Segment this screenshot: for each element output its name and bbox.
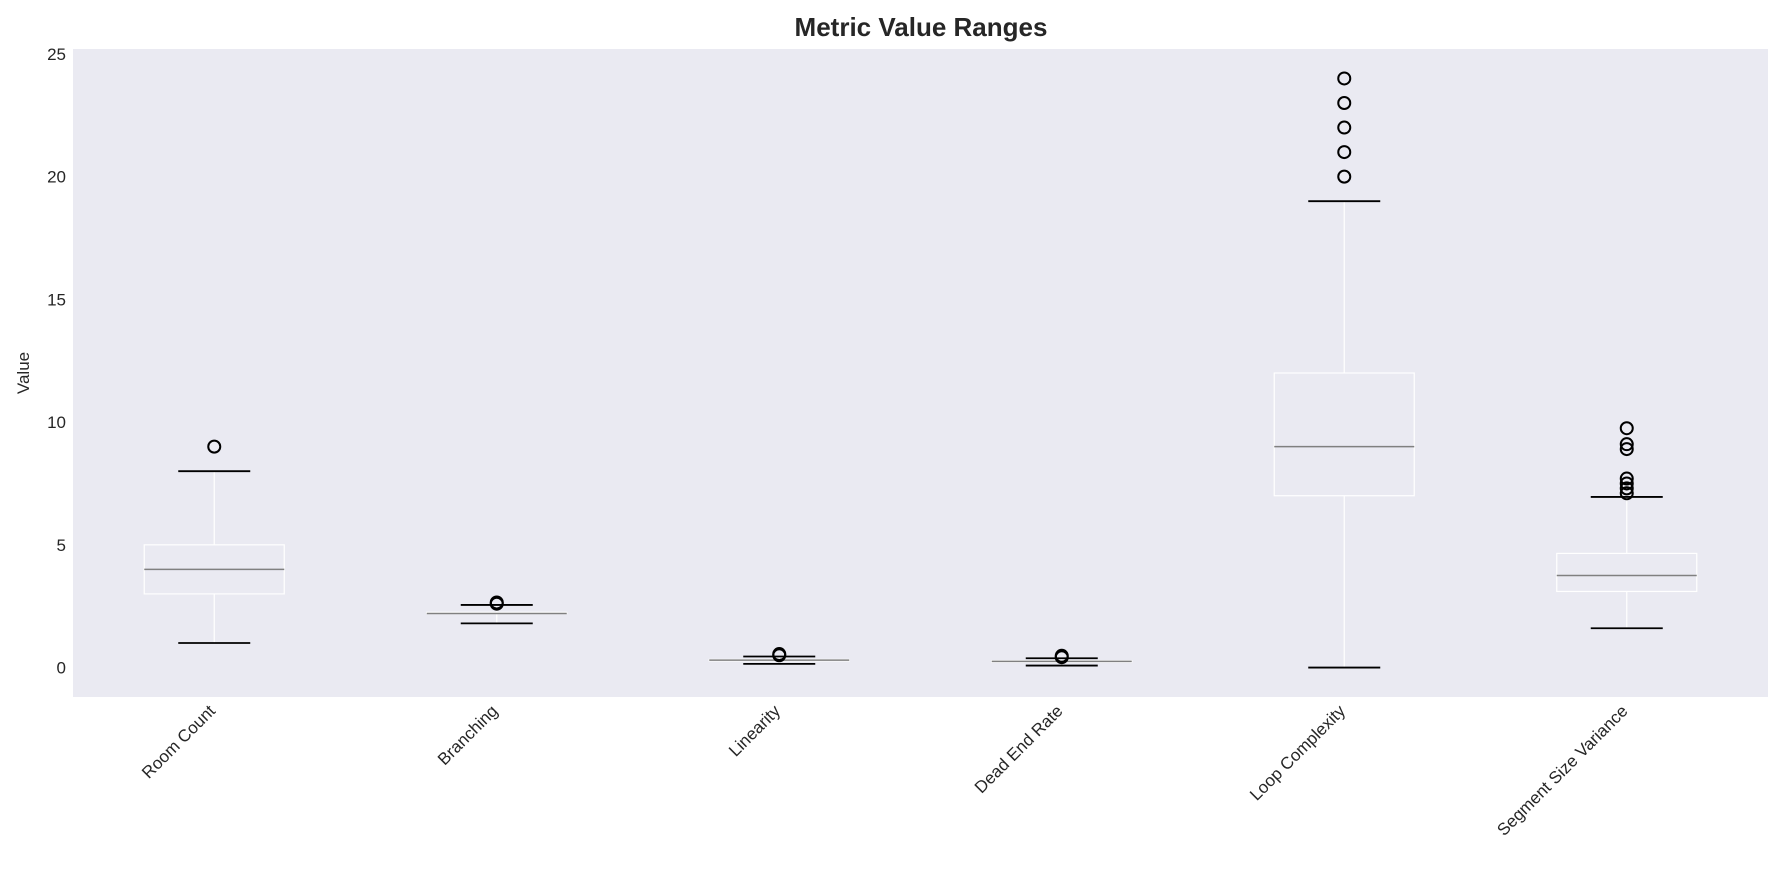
box-segment-size-variance bbox=[1556, 421, 1698, 630]
x-tick-label: Branching bbox=[434, 701, 502, 769]
x-tick-label: Room Count bbox=[138, 701, 219, 782]
box-branching bbox=[426, 595, 568, 625]
x-tick-label: Dead End Rate bbox=[971, 701, 1067, 797]
box-room-count bbox=[143, 439, 285, 644]
outlier-point bbox=[1619, 442, 1634, 457]
box-iqr bbox=[1556, 552, 1698, 593]
plot-area bbox=[73, 49, 1768, 697]
y-axis: 0 5 10 15 20 25 bbox=[47, 45, 66, 678]
outlier-point bbox=[1337, 120, 1352, 135]
boxes-group bbox=[143, 71, 1698, 669]
outlier-point bbox=[1619, 476, 1634, 491]
x-tick-label: Linearity bbox=[725, 701, 784, 760]
y-axis-label: Value bbox=[14, 352, 33, 394]
outlier-point bbox=[1619, 481, 1634, 496]
y-tick-label: 15 bbox=[47, 290, 66, 309]
outlier-point bbox=[1619, 486, 1634, 501]
outlier-point bbox=[1337, 71, 1352, 86]
outlier-point bbox=[1337, 96, 1352, 110]
box-dead-end-rate bbox=[991, 648, 1133, 667]
box-loop-complexity bbox=[1273, 71, 1415, 669]
x-axis: Room Count Branching Linearity Dead End Rat… bbox=[138, 701, 1631, 840]
outlier-point bbox=[1337, 145, 1352, 160]
y-tick-label: 10 bbox=[47, 413, 66, 432]
outlier-point bbox=[1619, 421, 1634, 436]
y-tick-label: 5 bbox=[57, 536, 66, 555]
outlier-point bbox=[772, 647, 787, 662]
x-tick-label: Segment Size Variance bbox=[1493, 701, 1631, 839]
y-tick-label: 25 bbox=[47, 45, 66, 64]
box-iqr bbox=[1273, 372, 1415, 497]
outlier-point bbox=[1619, 437, 1634, 452]
outlier-point bbox=[489, 595, 504, 610]
x-tick-label: Loop Complexity bbox=[1246, 701, 1349, 804]
outlier-point bbox=[1337, 169, 1352, 184]
chart-title: Metric Value Ranges bbox=[795, 12, 1048, 42]
outlier-point bbox=[207, 439, 222, 454]
y-tick-label: 20 bbox=[47, 168, 66, 187]
y-tick-label: 0 bbox=[57, 659, 66, 678]
outlier-point bbox=[1054, 648, 1069, 663]
box-linearity bbox=[708, 647, 850, 665]
outlier-point bbox=[1619, 471, 1634, 486]
